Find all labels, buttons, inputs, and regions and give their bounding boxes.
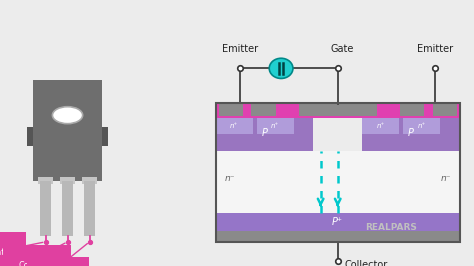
Bar: [27, 127, 33, 146]
Text: n⁺: n⁺: [271, 123, 279, 129]
Text: n⁺: n⁺: [376, 123, 385, 129]
Bar: [362, 118, 399, 135]
Bar: [33, 80, 102, 181]
Bar: [38, 177, 53, 184]
Text: Emitter: Emitter: [222, 44, 258, 54]
Bar: [432, 105, 457, 116]
Bar: [216, 103, 460, 242]
Bar: [216, 118, 253, 135]
Circle shape: [53, 107, 82, 124]
Text: n⁺: n⁺: [230, 123, 238, 129]
Bar: [102, 127, 108, 146]
Text: n⁻: n⁻: [224, 174, 235, 183]
Text: P: P: [408, 128, 414, 138]
Text: Gate: Gate: [331, 44, 354, 54]
Text: P⁺: P⁺: [332, 217, 343, 227]
Bar: [82, 177, 97, 184]
Bar: [60, 177, 75, 184]
Bar: [252, 105, 276, 116]
Bar: [256, 118, 294, 135]
Text: REALPARS: REALPARS: [365, 223, 418, 232]
Text: P: P: [262, 128, 267, 138]
Text: Collector: Collector: [345, 260, 388, 266]
Bar: [400, 105, 424, 116]
Text: Collector: Collector: [19, 261, 55, 266]
Bar: [216, 103, 460, 118]
Ellipse shape: [269, 58, 293, 78]
Bar: [299, 104, 377, 116]
Bar: [216, 118, 313, 151]
Bar: [216, 151, 460, 213]
Bar: [219, 105, 243, 116]
Bar: [403, 118, 440, 135]
Bar: [216, 231, 460, 242]
Text: n⁻: n⁻: [441, 174, 451, 183]
Bar: [84, 181, 95, 236]
Bar: [40, 181, 51, 236]
Text: Emitter: Emitter: [417, 44, 454, 54]
Bar: [62, 181, 73, 236]
Text: n⁺: n⁺: [418, 123, 426, 129]
Text: Gate: Gate: [0, 248, 10, 257]
Bar: [216, 213, 460, 231]
Bar: [362, 118, 460, 151]
